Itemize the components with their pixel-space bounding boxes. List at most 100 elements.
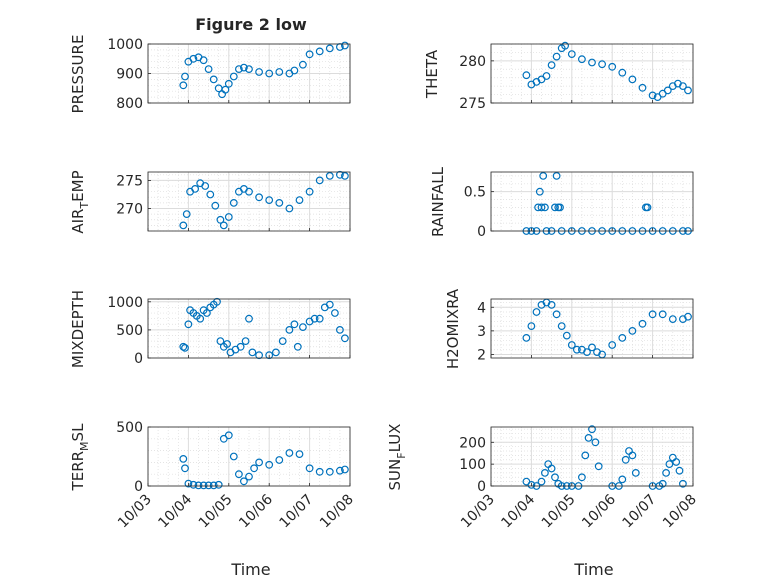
ylabel-air-temp-group: AIRTEMP [69,170,91,233]
axes-box [147,171,351,232]
data-point [658,479,667,488]
data-point [211,201,220,210]
data-point [628,327,637,335]
data-point [522,71,531,80]
data-point [621,455,630,464]
data-point [275,68,284,76]
data-point [229,198,238,207]
data-point [618,68,627,77]
y-tick-label: 3 [477,324,486,340]
data-point [567,50,576,58]
data-point [527,322,536,331]
data-point [265,351,274,360]
data-point [255,68,264,76]
ylabel-sun-flux-subscript: F [395,452,408,458]
data-point [184,479,193,488]
axes-box [490,426,694,487]
ylabel-pressure-group: PRESSURE [69,35,87,114]
data-point [290,66,299,75]
y-tick-label: 4 [477,300,486,316]
data-point [213,297,221,306]
data-point [255,351,264,360]
ylabel-h2omixra: H2OMIXRA [444,288,462,369]
data-point [541,469,549,477]
ylabel-terr-msl-part2: SL [69,423,87,442]
data-point [216,337,225,346]
data-point [638,83,647,92]
data-point [341,171,349,180]
data-point [608,341,617,349]
data-point [315,47,324,56]
data-point [532,308,541,316]
y-tick-label: 0 [134,351,143,367]
data-point [278,337,287,346]
data-point [245,472,253,481]
data-point [628,451,637,460]
data-point [196,314,205,323]
data-point [562,331,571,340]
data-point [204,481,213,490]
ylabel-pressure: PRESSURE [69,35,87,114]
data-point [179,221,188,230]
y-tick-label: 270 [116,202,143,218]
data-point [325,44,334,53]
data-point [598,60,606,69]
data-point [214,480,223,489]
data-point [202,309,211,317]
data-point [299,60,307,69]
data-point [181,344,189,352]
data-point [265,460,274,469]
data-point [561,41,569,50]
data-point [181,72,189,81]
data-point [541,203,549,212]
data-point [583,348,591,357]
data-point [285,204,294,213]
data-point [204,65,213,73]
ylabel-rainfall: RAINFALL [429,166,447,237]
data-point [341,41,349,50]
ylabel-theta-group: THETA [423,49,441,99]
data-point [184,320,193,329]
data-point [290,320,299,329]
data-point [547,464,556,473]
ylabel-air-temp: AIRTEMP [69,170,91,233]
data-point [325,300,334,309]
data-point [219,221,228,230]
data-point [293,342,302,351]
data-point [255,458,264,467]
ylabel-terr-msl: TERRMSL [69,423,91,492]
ylabel-terr-msl-group: TERRMSL [69,423,91,492]
data-point [265,69,274,78]
y-tick-label: 0 [134,479,143,495]
data-point [618,475,627,484]
data-point [189,480,198,489]
subplot-2: 275 280 [459,41,694,112]
data-point [341,334,349,343]
data-point [638,319,647,328]
data-point [331,309,339,317]
data-point [675,466,684,475]
ylabel-terr-msl-subscript: M [78,441,91,451]
data-point [241,337,250,346]
data-point [341,465,349,474]
data-point [275,198,284,207]
data-point [556,203,564,212]
data-point [305,50,314,59]
data-point [209,75,218,84]
data-point [527,481,536,489]
y-tick-label: 500 [116,420,143,436]
data-point [229,452,238,461]
data-point [336,466,344,475]
ylabel-air-temp-part2: EMP [69,170,87,201]
data-point [648,310,657,319]
y-tick-label: 800 [116,96,143,112]
data-point [248,348,257,357]
subplot-5: 0 500 1000 [107,295,351,367]
data-point [275,456,284,464]
y-tick-label: 100 [459,457,486,473]
data-point [551,203,559,212]
data-point [591,438,600,447]
figure-title: Figure 2 low [195,15,307,34]
data-point [588,343,596,352]
y-tick-label: 0.5 [464,185,486,201]
